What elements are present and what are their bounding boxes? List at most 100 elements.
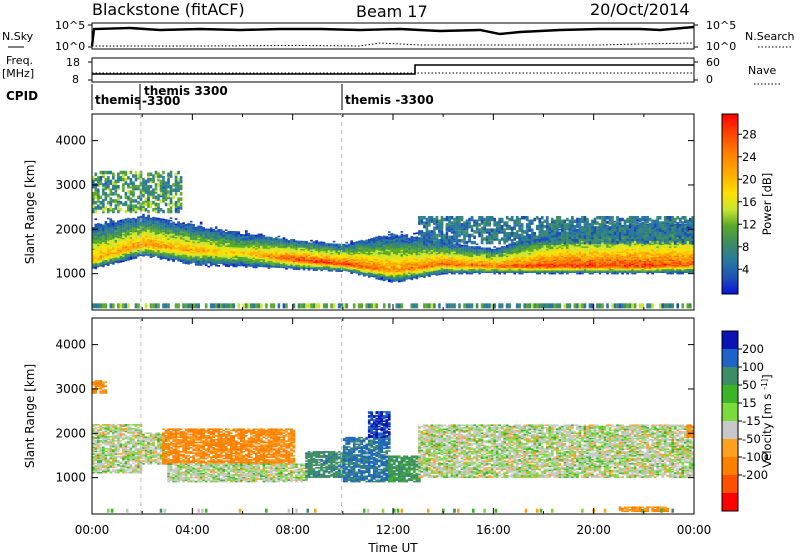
- power-cell: [338, 244, 341, 246]
- freq-panel: Freq. [MHz] 18 8 60 0 Nave: [2, 54, 782, 86]
- freq-frame: [92, 58, 694, 82]
- power-cell: [145, 303, 148, 308]
- power-cell: [348, 244, 351, 246]
- power-cell: [453, 303, 456, 308]
- power-cell: [162, 303, 165, 308]
- power-cell: [453, 241, 456, 243]
- power-cell: [255, 303, 258, 308]
- power-cell: [368, 303, 371, 308]
- power-cell: [145, 217, 148, 219]
- power-cell: [418, 237, 421, 239]
- power-cell: [353, 303, 356, 308]
- power-cell: [310, 240, 313, 242]
- power-cell: [175, 224, 178, 226]
- power-cell: [162, 219, 165, 221]
- power-cell: [526, 303, 529, 308]
- power-cell: [270, 303, 273, 308]
- power-cell: [125, 303, 128, 308]
- power-cell: [110, 218, 113, 220]
- power-cell: [175, 218, 178, 220]
- power-cell: [303, 303, 306, 308]
- power-cell: [373, 237, 376, 239]
- power-cell: [380, 236, 383, 238]
- power-cell: [503, 246, 506, 248]
- power-cell: [481, 247, 484, 249]
- power-cell: [365, 303, 368, 308]
- power-cell: [115, 222, 118, 224]
- power-cell: [293, 239, 296, 241]
- power-cell: [170, 220, 173, 222]
- power-cell: [466, 245, 469, 247]
- nave-tick-bottom: 0: [706, 73, 713, 86]
- power-cell: [416, 303, 419, 308]
- power-cell: [268, 237, 271, 239]
- power-cell: [102, 224, 105, 226]
- nsearch-tick-bottom: 10^0: [706, 40, 736, 53]
- power-cell: [258, 303, 261, 308]
- power-cell: [516, 303, 519, 308]
- cpid-seg-1-label: themis: [95, 93, 141, 107]
- power-cell: [220, 229, 223, 231]
- power-cell: [345, 303, 348, 308]
- power-cell: [325, 243, 328, 245]
- power-cell: [370, 238, 373, 240]
- power-cell: [398, 236, 401, 238]
- power-cell: [190, 221, 193, 223]
- power-cell: [373, 303, 376, 308]
- power-cell: [388, 231, 391, 233]
- power-cell: [225, 229, 228, 231]
- power-cell: [463, 245, 466, 247]
- power-cell: [375, 303, 378, 308]
- power-cell: [207, 229, 210, 231]
- power-cell: [403, 235, 406, 237]
- power-cell: [278, 303, 281, 308]
- power-cell: [398, 303, 401, 308]
- nave-tick-top: 60: [706, 56, 720, 69]
- power-cell: [157, 303, 160, 308]
- power-cell: [323, 242, 326, 244]
- power-cell: [431, 303, 434, 308]
- power-cell: [205, 303, 208, 308]
- power-cell: [290, 239, 293, 241]
- power-cell: [506, 245, 509, 247]
- power-cell: [182, 303, 185, 308]
- power-cell: [122, 219, 125, 221]
- freq-tick-top: 18: [66, 56, 80, 69]
- power-cell: [205, 229, 208, 231]
- power-cell: [483, 303, 486, 308]
- power-cell: [476, 246, 479, 248]
- power-cell: [187, 303, 190, 308]
- power-cell: [458, 243, 461, 245]
- power-cell: [523, 303, 526, 308]
- power-cell: [265, 303, 268, 308]
- power-cell: [315, 303, 318, 308]
- cpid-seg-2-label-2: -3300: [142, 94, 180, 108]
- power-cell: [401, 303, 404, 308]
- power-cell: [217, 265, 220, 267]
- power-cell: [142, 214, 145, 216]
- power-cell: [363, 240, 366, 242]
- power-cell: [411, 303, 414, 308]
- power-cell: [273, 303, 276, 308]
- power-cell: [478, 246, 481, 248]
- power-cell: [278, 238, 281, 240]
- power-cell: [318, 303, 321, 308]
- power-cell: [343, 244, 346, 246]
- power-cell: [360, 240, 363, 242]
- power-cell: [240, 234, 243, 236]
- power-cell: [308, 242, 311, 244]
- power-cell: [177, 221, 180, 223]
- power-cell: [428, 303, 431, 308]
- power-cell: [255, 235, 258, 237]
- power-cell: [97, 223, 100, 225]
- station-title: Blackstone (fitACF): [92, 0, 245, 19]
- power-cell: [200, 226, 203, 228]
- power-cell: [248, 233, 251, 235]
- cpid-label: CPID: [6, 89, 38, 103]
- power-cell: [310, 303, 313, 308]
- power-cell: [350, 240, 353, 242]
- power-cell: [167, 303, 170, 308]
- power-cell: [222, 231, 225, 233]
- nsearch-tick-top: 10^5: [706, 19, 736, 32]
- power-cell: [330, 303, 333, 308]
